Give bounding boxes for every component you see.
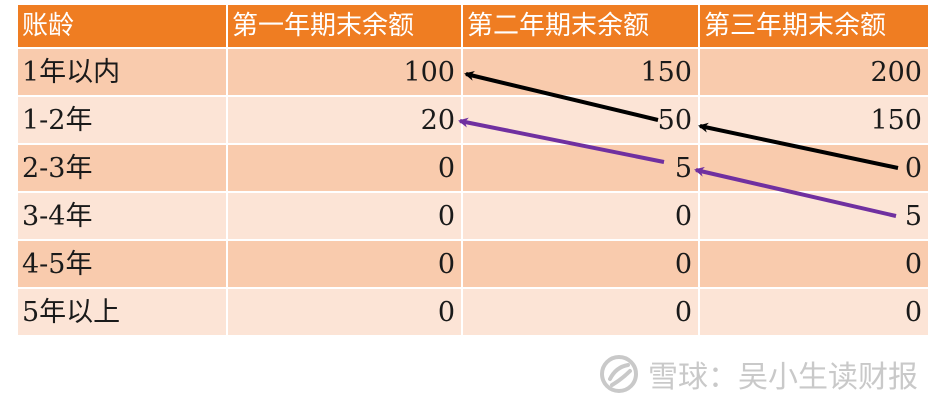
watermark: 雪球：吴小生读财报: [598, 352, 918, 396]
cell-year1: 0: [226, 191, 463, 241]
row-label: 4-5年: [16, 239, 228, 289]
cell-year1: 20: [226, 95, 463, 145]
header-year2: 第二年期末余额: [461, 3, 700, 49]
cell-year3: 0: [698, 287, 930, 337]
cell-year2: 150: [461, 47, 700, 97]
cell-year1: 0: [226, 143, 463, 193]
row-label: 3-4年: [16, 191, 228, 241]
table-row: 1年以内 100 150 200: [16, 47, 930, 97]
snowball-logo-icon: [600, 355, 638, 393]
table-row: 4-5年 0 0 0: [16, 239, 930, 289]
row-label: 5年以上: [16, 287, 228, 337]
table-row: 3-4年 0 0 5: [16, 191, 930, 241]
cell-year2: 50: [461, 95, 700, 145]
cell-year3: 0: [698, 143, 930, 193]
header-row: 账龄 第一年期末余额 第二年期末余额 第三年期末余额: [16, 3, 930, 49]
aging-table: 账龄 第一年期末余额 第二年期末余额 第三年期末余额 1年以内 100 150 …: [16, 3, 930, 337]
cell-year1: 0: [226, 287, 463, 337]
row-label: 2-3年: [16, 143, 228, 193]
cell-year3: 150: [698, 95, 930, 145]
header-aging: 账龄: [16, 3, 228, 49]
table-row: 1-2年 20 50 150: [16, 95, 930, 145]
cell-year2: 0: [461, 239, 700, 289]
header-year1: 第一年期末余额: [226, 3, 463, 49]
cell-year3: 200: [698, 47, 930, 97]
cell-year1: 0: [226, 239, 463, 289]
cell-year2: 0: [461, 191, 700, 241]
table-row: 5年以上 0 0 0: [16, 287, 930, 337]
row-label: 1年以内: [16, 47, 228, 97]
cell-year1: 100: [226, 47, 463, 97]
header-year3: 第三年期末余额: [698, 3, 930, 49]
watermark-text: 雪球：吴小生读财报: [648, 360, 918, 395]
table-row: 2-3年 0 5 0: [16, 143, 930, 193]
cell-year3: 0: [698, 239, 930, 289]
row-label: 1-2年: [16, 95, 228, 145]
cell-year2: 5: [461, 143, 700, 193]
cell-year2: 0: [461, 287, 700, 337]
aging-table-container: 账龄 第一年期末余额 第二年期末余额 第三年期末余额 1年以内 100 150 …: [16, 3, 930, 337]
cell-year3: 5: [698, 191, 930, 241]
